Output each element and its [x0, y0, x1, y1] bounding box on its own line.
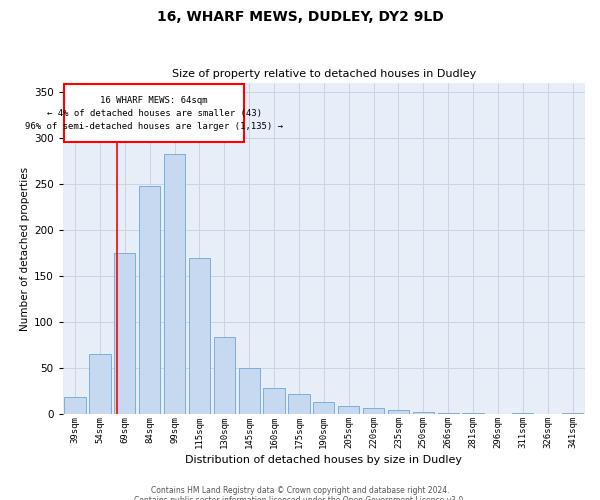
Bar — [413, 412, 434, 414]
Bar — [239, 368, 260, 414]
Bar — [463, 412, 484, 414]
Bar — [289, 394, 310, 414]
Text: Contains public sector information licensed under the Open Government Licence v3: Contains public sector information licen… — [134, 496, 466, 500]
Title: Size of property relative to detached houses in Dudley: Size of property relative to detached ho… — [172, 69, 476, 79]
Bar — [388, 410, 409, 414]
Bar — [263, 388, 284, 414]
Y-axis label: Number of detached properties: Number of detached properties — [20, 166, 29, 330]
X-axis label: Distribution of detached houses by size in Dudley: Distribution of detached houses by size … — [185, 455, 463, 465]
Bar — [89, 354, 110, 414]
Bar — [189, 258, 210, 414]
Bar — [338, 406, 359, 414]
FancyBboxPatch shape — [64, 84, 244, 142]
Bar — [164, 154, 185, 414]
Bar — [214, 337, 235, 414]
Text: 16, WHARF MEWS, DUDLEY, DY2 9LD: 16, WHARF MEWS, DUDLEY, DY2 9LD — [157, 10, 443, 24]
Bar — [114, 253, 136, 414]
Text: 16 WHARF MEWS: 64sqm
← 4% of detached houses are smaller (43)
96% of semi-detach: 16 WHARF MEWS: 64sqm ← 4% of detached ho… — [25, 96, 283, 131]
Bar — [139, 186, 160, 414]
Bar — [562, 412, 583, 414]
Text: Contains HM Land Registry data © Crown copyright and database right 2024.: Contains HM Land Registry data © Crown c… — [151, 486, 449, 495]
Bar — [64, 397, 86, 414]
Bar — [363, 408, 384, 414]
Bar — [313, 402, 334, 414]
